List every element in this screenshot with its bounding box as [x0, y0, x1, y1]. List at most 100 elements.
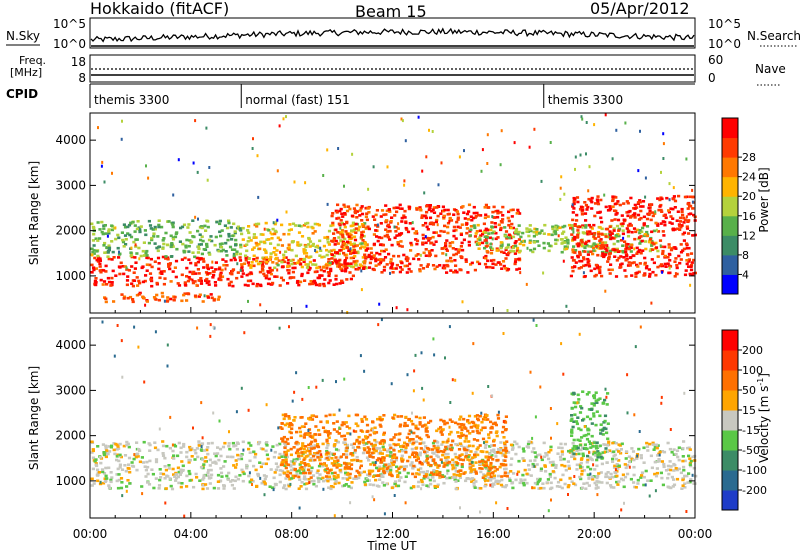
heatmap-cell: [560, 446, 564, 450]
heatmap-cell: [351, 221, 355, 225]
heatmap-cell: [342, 434, 346, 438]
heatmap-cell: [595, 245, 599, 248]
heatmap-cell: [355, 259, 359, 263]
heatmap-cell: [344, 471, 348, 475]
heatmap-cell: [587, 239, 591, 243]
heatmap-cell: [625, 227, 629, 230]
heatmap-cell: [262, 474, 266, 477]
heatmap-cell: [259, 233, 263, 236]
heatmap-cell: [271, 445, 275, 448]
heatmap-cell: [609, 484, 613, 487]
heatmap-cell: [90, 484, 94, 487]
heatmap-cell: [618, 203, 622, 207]
heatmap-cell: [302, 248, 306, 251]
heatmap-cell: [293, 474, 297, 478]
heatmap-cell: [529, 370, 532, 374]
heatmap-cell: [152, 232, 156, 235]
heatmap-cell: [423, 475, 428, 478]
heatmap-cell: [129, 254, 133, 258]
heatmap-cell: [439, 212, 443, 215]
heatmap-cell: [403, 424, 407, 428]
heatmap-cell: [295, 450, 300, 453]
heatmap-cell: [351, 446, 355, 449]
heatmap-cell: [306, 221, 310, 225]
heatmap-cell: [285, 474, 289, 477]
heatmap-cell: [483, 216, 487, 220]
heatmap-cell: [566, 485, 570, 489]
heatmap-cell: [598, 269, 602, 272]
heatmap-cell: [669, 428, 672, 431]
heatmap-cell: [341, 421, 345, 424]
heatmap-cell: [408, 429, 412, 432]
heatmap-cell: [319, 420, 323, 424]
heatmap-cell: [556, 452, 560, 455]
heatmap-cell: [127, 223, 132, 227]
heatmap-cell: [649, 218, 653, 222]
heatmap-cell: [686, 220, 690, 223]
heatmap-cell: [491, 210, 495, 214]
heatmap-cell: [569, 274, 573, 278]
heatmap-cell: [299, 434, 303, 438]
heatmap-cell: [212, 486, 216, 490]
heatmap-cell: [391, 416, 395, 419]
heatmap-cell: [594, 399, 598, 403]
nave-tick-bottom: 0: [708, 71, 716, 85]
heatmap-cell: [304, 181, 307, 185]
power-ylabel: Slant Range [km]: [27, 161, 41, 265]
heatmap-cell: [599, 238, 603, 241]
heatmap-cell: [353, 238, 358, 242]
nave-label: Nave: [755, 62, 786, 76]
heatmap-cell: [137, 448, 141, 451]
heatmap-cell: [651, 270, 655, 274]
heatmap-cell: [685, 225, 689, 228]
heatmap-cell: [446, 213, 450, 216]
heatmap-cell: [473, 268, 477, 272]
heatmap-cell: [394, 458, 398, 462]
heatmap-cell: [173, 295, 177, 299]
heatmap-cell: [292, 446, 296, 449]
heatmap-cell: [208, 464, 212, 467]
heatmap-cell: [101, 481, 106, 485]
heatmap-cell: [431, 441, 436, 445]
heatmap-cell: [297, 487, 301, 490]
heatmap-cell: [191, 278, 194, 282]
heatmap-cell: [548, 461, 552, 464]
heatmap-cell: [664, 469, 669, 472]
heatmap-cell: [686, 446, 690, 450]
heatmap-cell: [662, 465, 666, 469]
heatmap-cell: [570, 407, 574, 410]
colorbar-tick-label: 16: [742, 210, 756, 223]
heatmap-cell: [352, 242, 356, 246]
heatmap-cell: [331, 485, 335, 489]
heatmap-cell: [542, 241, 546, 245]
heatmap-cell: [137, 246, 141, 250]
heatmap-cell: [639, 216, 643, 220]
heatmap-cell: [178, 473, 182, 476]
heatmap-cell: [265, 441, 269, 444]
heatmap-cell: [345, 425, 349, 428]
heatmap-cell: [428, 216, 433, 220]
heatmap-cell: [281, 459, 285, 462]
heatmap-cell: [252, 450, 256, 454]
heatmap-cell: [354, 251, 358, 254]
heatmap-cell: [166, 296, 170, 299]
heatmap-cell: [355, 203, 359, 207]
heatmap-cell: [686, 253, 690, 256]
heatmap-cell: [443, 448, 447, 452]
heatmap-cell: [427, 208, 431, 212]
heatmap-cell: [624, 245, 628, 248]
heatmap-cell: [132, 279, 137, 282]
heatmap-cell: [409, 241, 413, 245]
heatmap-cell: [492, 474, 496, 478]
heatmap-cell: [326, 148, 329, 152]
heatmap-cell: [621, 478, 625, 482]
heatmap-cell: [670, 450, 674, 454]
heatmap-cell: [642, 461, 646, 464]
heatmap-cell: [321, 378, 324, 382]
heatmap-cell: [448, 241, 452, 245]
heatmap-cell: [366, 435, 370, 439]
heatmap-cell: [492, 444, 496, 447]
heatmap-cell: [551, 470, 555, 473]
heatmap-cell: [326, 458, 330, 461]
heatmap-cell: [577, 452, 581, 456]
